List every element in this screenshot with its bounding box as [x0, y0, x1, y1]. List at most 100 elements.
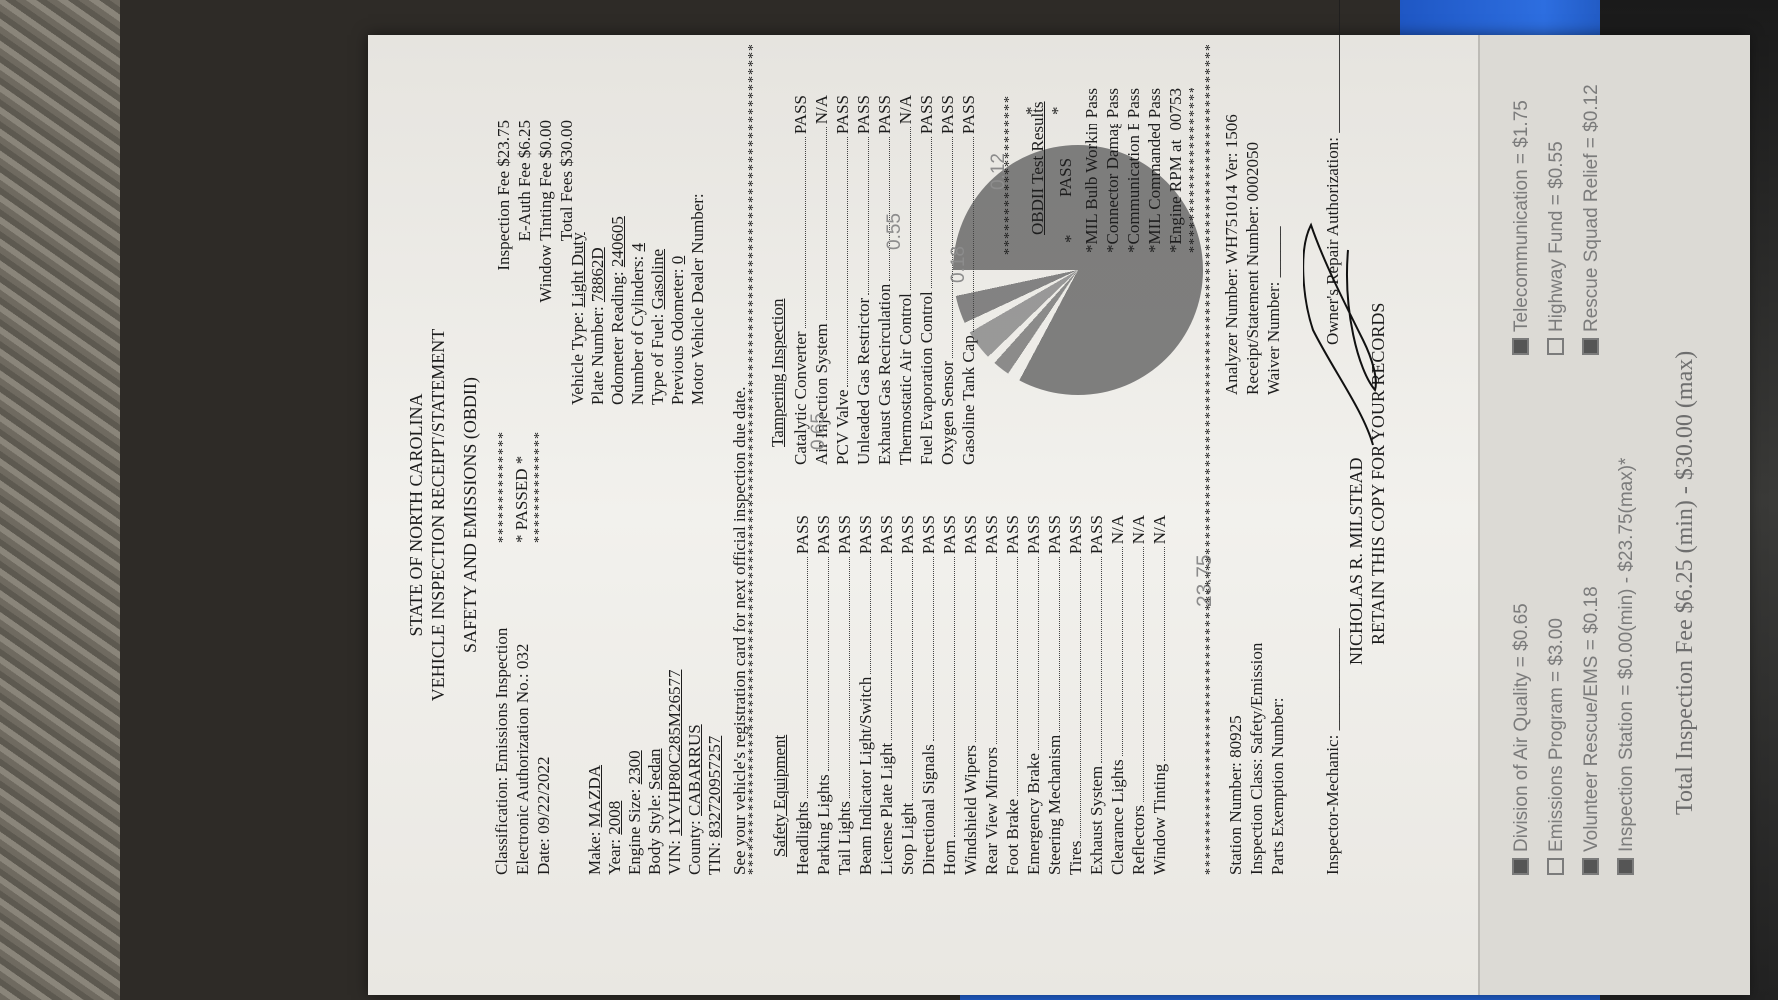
checkbox-icon	[1582, 858, 1599, 875]
total-inspection-fee: Total Inspection Fee $6.25 (min) - $30.0…	[1672, 350, 1698, 815]
waiver-number: Waiver Number: ______	[1264, 226, 1283, 395]
distribution-label: Division of Air Quality = $0.65	[1511, 603, 1532, 852]
safety-item-result: PASS	[919, 515, 938, 555]
body-style-row: Body Style: Sedan	[645, 748, 664, 875]
obd-title: OBDII Test Results	[1028, 101, 1047, 235]
obd-item-star: *	[1124, 244, 1143, 254]
obd-item-star: *	[1103, 244, 1122, 254]
obd-item-label: Connector Damage	[1103, 124, 1122, 245]
analyzer-block: Analyzer Number: WH751014 Ver: 1506 Rece…	[1221, 114, 1284, 395]
safety-item-row: Foot Brake PASS	[1002, 515, 1023, 875]
obd-item-label: MIL Commanded-On	[1145, 124, 1164, 245]
safety-item-row: Headlights PASS	[792, 515, 813, 875]
safety-item-result: PASS	[1045, 515, 1064, 555]
distribution-label: Volunteer Rescue/EMS = $0.18	[1581, 586, 1602, 852]
obd-item-row: * Engine RPM at Reading 00753	[1165, 88, 1186, 253]
receipt-title: VEHICLE INSPECTION RECEIPT/STATEMENT	[428, 328, 448, 702]
safety-item-row: License Plate Light PASS	[876, 515, 897, 875]
safety-item-row: Tires PASS	[1065, 515, 1086, 875]
distribution-item: Telecommunication = $1.75	[1504, 84, 1539, 355]
safety-item-label: Tires	[1066, 840, 1085, 875]
tampering-item-result: PASS	[854, 95, 873, 135]
eauth-fee: E-Auth Fee $6.25	[515, 120, 534, 242]
obd-item-label: Communication Established	[1124, 124, 1143, 245]
safety-item-label: Reflectors	[1129, 805, 1148, 875]
obd-item-result: Pass	[1145, 88, 1164, 119]
tampering-item-leader	[832, 137, 848, 387]
distribution-item: Volunteer Rescue/EMS = $0.18	[1574, 458, 1609, 875]
safety-item-leader	[1107, 547, 1123, 757]
obd-stars-bottom: ****************************	[1187, 88, 1202, 253]
safety-item-row: Exhaust System PASS	[1086, 515, 1107, 875]
tampering-item-result: PASS	[917, 95, 936, 135]
safety-item-label: Windshield Wipers	[961, 744, 980, 875]
safety-item-result: PASS	[835, 515, 854, 555]
obd-item-result: Pass	[1082, 88, 1101, 119]
inspection-receipt: STATE OF NORTH CAROLINA VEHICLE INSPECTI…	[368, 0, 1750, 995]
safety-item-leader	[792, 557, 808, 799]
tampering-item-leader	[958, 137, 974, 333]
station-block: Station Number: 80925 Inspection Class: …	[1225, 643, 1288, 875]
safety-item-leader	[1023, 557, 1039, 751]
safety-item-label: Parking Lights	[814, 774, 833, 875]
separator-stars-bottom: ****************************************…	[1203, 45, 1218, 875]
safety-item-leader	[813, 557, 829, 772]
inspection-class: Inspection Class: Safety/Emission	[1247, 642, 1266, 875]
safety-item-result: PASS	[898, 515, 917, 555]
tin-row: TIN: 832720957257	[705, 735, 724, 875]
safety-item-row: Reflectors N/A	[1128, 515, 1149, 875]
tampering-item-row: Thermostatic Air Control N/A	[895, 95, 916, 465]
safety-item-leader	[960, 557, 976, 742]
inspection-fee: Inspection Fee $23.75	[494, 120, 513, 271]
safety-item-label: Clearance Lights	[1108, 759, 1127, 875]
safety-item-row: Emergency Brake PASS	[1023, 515, 1044, 875]
receipt-number: Receipt/Statement Number: 0002050	[1243, 141, 1262, 395]
checkbox-icon	[1582, 338, 1599, 355]
make-row: Make: MAZDA	[585, 764, 604, 875]
safety-item-row: Parking Lights PASS	[813, 515, 834, 875]
safety-item-row: Tail Lights PASS	[834, 515, 855, 875]
year-row: Year: 2008	[605, 800, 624, 875]
tampering-item-label: Oxygen Sensor	[938, 360, 957, 465]
tampering-item-label: Fuel Evaporation Control	[917, 291, 936, 465]
analyzer-number: Analyzer Number: WH751014 Ver: 1506	[1222, 114, 1241, 395]
distribution-item: Highway Fund = $0.55	[1539, 84, 1574, 355]
tampering-item-row: Exhaust Gas Recirculation PASS	[874, 95, 895, 465]
obd-item-label: Engine RPM at Reading	[1166, 136, 1185, 245]
vehicle-info-right: Vehicle Type: Light Duty Plate Number: 7…	[568, 193, 708, 405]
safety-equipment-title: Safety Equipment	[770, 734, 789, 857]
tampering-item-leader	[874, 137, 890, 281]
safety-item-label: Foot Brake	[1003, 798, 1022, 875]
passed-stamp: ************** * PASSED * **************	[495, 431, 549, 543]
distribution-label: Emissions Program = $3.00	[1546, 618, 1567, 852]
station-number: Station Number: 80925	[1226, 715, 1245, 875]
tampering-item-result: PASS	[875, 95, 894, 135]
distribution-label: Telecommunication = $1.75	[1511, 100, 1532, 332]
tampering-item-label: Unleaded Gas Restrictor	[854, 297, 873, 465]
tampering-item-leader	[853, 137, 869, 295]
tampering-item-row: PCV Valve PASS	[832, 95, 853, 465]
tampering-item-leader	[811, 127, 827, 321]
safety-item-row: Clearance Lights N/A	[1107, 515, 1128, 875]
safety-item-result: PASS	[814, 515, 833, 555]
tampering-item-result: PASS	[833, 95, 852, 135]
safety-item-result: N/A	[1108, 515, 1127, 545]
safety-item-leader	[876, 557, 892, 740]
obd-item-result: 00753	[1166, 88, 1185, 131]
passed-status: * PASSED *	[512, 455, 531, 543]
safety-item-result: PASS	[1066, 515, 1085, 555]
parts-exemption: Parts Exemption Number:	[1268, 697, 1287, 875]
separator-stars-top: ****************************************…	[746, 45, 761, 875]
safety-item-row: Stop Light PASS	[897, 515, 918, 875]
overprint-tank-cap: 0.12	[988, 153, 1009, 190]
passed-stars-top: **************	[496, 431, 511, 543]
distribution-item: Division of Air Quality = $0.65	[1504, 458, 1539, 875]
obd-list: * MIL Bulb Working Pass * Connector Damage…	[1081, 88, 1186, 253]
tampering-item-label: PCV Valve	[833, 389, 852, 465]
previous-odometer-row: Previous Odometer: 0	[668, 255, 687, 405]
obd-item-star: *	[1145, 244, 1164, 254]
overprint-oxygen: 0.18	[948, 246, 969, 283]
safety-item-label: Steering Mechanism	[1045, 734, 1064, 875]
safety-item-leader	[1002, 557, 1018, 796]
checkbox-icon	[1512, 338, 1529, 355]
